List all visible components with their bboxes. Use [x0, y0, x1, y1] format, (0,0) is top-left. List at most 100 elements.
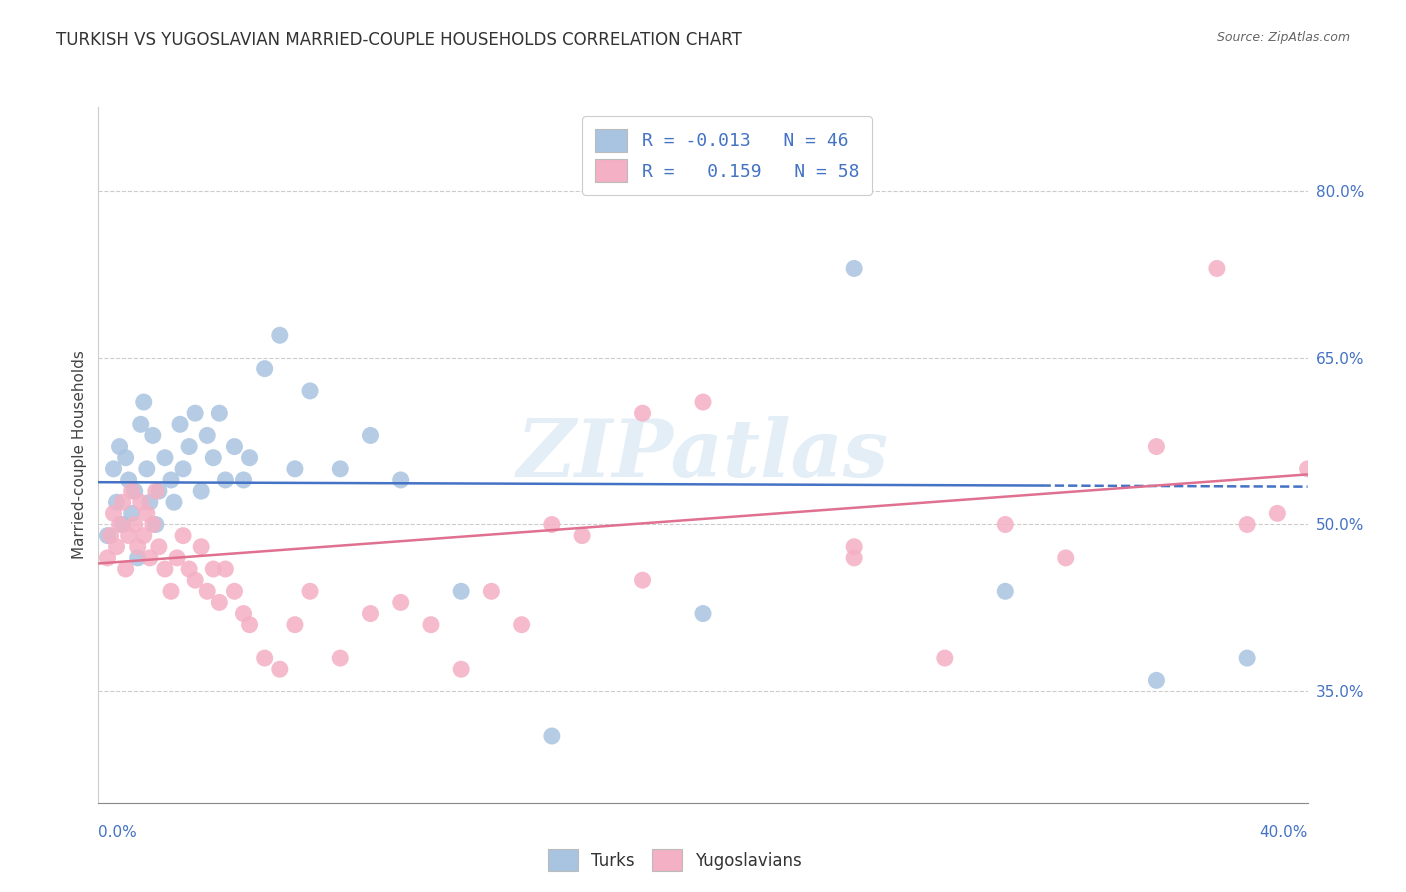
- Point: [450, 662, 472, 676]
- Point: [132, 395, 155, 409]
- Point: [239, 617, 262, 632]
- Point: [631, 573, 654, 587]
- Point: [169, 417, 191, 432]
- Point: [389, 473, 412, 487]
- Point: [184, 406, 207, 420]
- Point: [540, 729, 562, 743]
- Point: [179, 562, 201, 576]
- Point: [172, 528, 194, 542]
- Point: [190, 484, 212, 499]
- Point: [239, 450, 262, 465]
- Point: [329, 651, 352, 665]
- Point: [135, 507, 157, 521]
- Point: [160, 584, 183, 599]
- Point: [145, 517, 167, 532]
- Point: [114, 562, 136, 576]
- Point: [631, 406, 654, 420]
- Point: [692, 395, 714, 409]
- Point: [142, 517, 165, 532]
- Point: [127, 540, 149, 554]
- Point: [118, 473, 141, 487]
- Point: [96, 528, 118, 542]
- Point: [232, 607, 254, 621]
- Text: 40.0%: 40.0%: [1260, 825, 1308, 840]
- Point: [179, 440, 201, 454]
- Point: [153, 450, 176, 465]
- Point: [299, 584, 322, 599]
- Point: [111, 517, 134, 532]
- Point: [121, 484, 143, 499]
- Point: [253, 651, 276, 665]
- Point: [934, 651, 956, 665]
- Text: ZIPatlas: ZIPatlas: [517, 417, 889, 493]
- Point: [153, 562, 176, 576]
- Point: [994, 517, 1017, 532]
- Point: [299, 384, 322, 398]
- Point: [1206, 261, 1229, 276]
- Point: [1144, 440, 1167, 454]
- Point: [284, 617, 307, 632]
- Point: [208, 595, 231, 609]
- Point: [108, 440, 131, 454]
- Point: [121, 507, 143, 521]
- Point: [844, 540, 866, 554]
- Point: [139, 550, 162, 565]
- Point: [105, 540, 128, 554]
- Point: [540, 517, 562, 532]
- Point: [202, 562, 225, 576]
- Point: [148, 540, 170, 554]
- Point: [1296, 462, 1319, 476]
- Point: [202, 450, 225, 465]
- Point: [195, 428, 218, 442]
- Point: [329, 462, 352, 476]
- Point: [105, 495, 128, 509]
- Point: [692, 607, 714, 621]
- Point: [208, 406, 231, 420]
- Point: [232, 473, 254, 487]
- Point: [132, 528, 155, 542]
- Point: [1267, 507, 1289, 521]
- Point: [994, 584, 1017, 599]
- Point: [844, 261, 866, 276]
- Y-axis label: Married-couple Households: Married-couple Households: [72, 351, 87, 559]
- Point: [481, 584, 503, 599]
- Point: [1236, 517, 1258, 532]
- Point: [269, 662, 291, 676]
- Point: [114, 450, 136, 465]
- Point: [253, 361, 276, 376]
- Point: [166, 550, 188, 565]
- Point: [124, 517, 146, 532]
- Point: [360, 428, 382, 442]
- Point: [214, 562, 236, 576]
- Point: [844, 550, 866, 565]
- Point: [214, 473, 236, 487]
- Point: [96, 550, 118, 565]
- Point: [148, 484, 170, 499]
- Point: [284, 462, 307, 476]
- Point: [108, 517, 131, 532]
- Point: [142, 428, 165, 442]
- Point: [103, 507, 125, 521]
- Point: [571, 528, 593, 542]
- Point: [1054, 550, 1077, 565]
- Point: [139, 495, 162, 509]
- Text: Source: ZipAtlas.com: Source: ZipAtlas.com: [1216, 31, 1350, 45]
- Point: [190, 540, 212, 554]
- Point: [129, 417, 152, 432]
- Point: [360, 607, 382, 621]
- Point: [184, 573, 207, 587]
- Point: [172, 462, 194, 476]
- Point: [160, 473, 183, 487]
- Point: [135, 462, 157, 476]
- Point: [118, 528, 141, 542]
- Point: [420, 617, 443, 632]
- Point: [129, 495, 152, 509]
- Text: TURKISH VS YUGOSLAVIAN MARRIED-COUPLE HOUSEHOLDS CORRELATION CHART: TURKISH VS YUGOSLAVIAN MARRIED-COUPLE HO…: [56, 31, 742, 49]
- Point: [1144, 673, 1167, 688]
- Legend: Turks, Yugoslavians: Turks, Yugoslavians: [540, 841, 810, 880]
- Point: [100, 528, 122, 542]
- Point: [163, 495, 186, 509]
- Point: [1236, 651, 1258, 665]
- Point: [111, 495, 134, 509]
- Point: [195, 584, 218, 599]
